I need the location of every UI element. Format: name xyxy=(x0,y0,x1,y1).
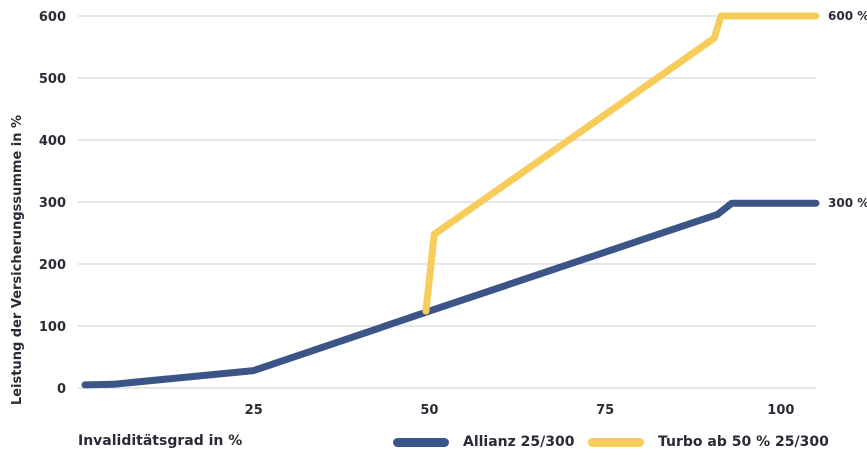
y-tick-label: 200 xyxy=(39,258,66,273)
y-tick-label: 300 xyxy=(39,196,66,211)
series-end-label-1: 600 % xyxy=(828,9,867,23)
x-axis-ticks: 25 50 75 100 xyxy=(245,403,795,418)
y-tick-label: 0 xyxy=(57,382,66,397)
series-end-label-0: 300 % xyxy=(828,196,867,210)
legend-item-turbo: Turbo ab 50 % 25/300 xyxy=(588,430,829,454)
series-end-labels: 300 % 600 % xyxy=(828,9,867,210)
x-tick-label: 50 xyxy=(420,403,438,418)
grid-lines xyxy=(78,15,816,389)
series-lines xyxy=(81,12,820,389)
legend-label-allianz: Allianz 25/300 xyxy=(463,434,575,450)
x-tick-label: 75 xyxy=(596,403,614,418)
x-axis-label: Invaliditätsgrad in % xyxy=(78,433,243,449)
y-tick-label: 600 xyxy=(39,10,66,25)
x-tick-label: 100 xyxy=(767,403,794,418)
y-tick-label: 500 xyxy=(39,72,66,87)
y-tick-label: 400 xyxy=(39,134,66,149)
line-chart: 0 100 200 300 400 500 600 25 50 75 100 300 % 600 %… xyxy=(10,9,867,418)
x-tick-label: 25 xyxy=(245,403,263,418)
series-line-0 xyxy=(81,199,820,389)
y-tick-label: 100 xyxy=(39,320,66,335)
legend-item-allianz: Allianz 25/300 xyxy=(393,430,575,454)
legend-swatch-turbo xyxy=(588,437,644,447)
legend-swatch-allianz xyxy=(393,437,449,447)
y-axis-label: Leistung der Versicherungssumme in % xyxy=(10,115,25,405)
legend-row: Invaliditätsgrad in % Allianz 25/300 Tur… xyxy=(0,430,867,454)
y-axis-ticks: 0 100 200 300 400 500 600 xyxy=(39,10,66,397)
series-line-1 xyxy=(422,12,820,315)
legend-label-turbo: Turbo ab 50 % 25/300 xyxy=(658,434,829,450)
